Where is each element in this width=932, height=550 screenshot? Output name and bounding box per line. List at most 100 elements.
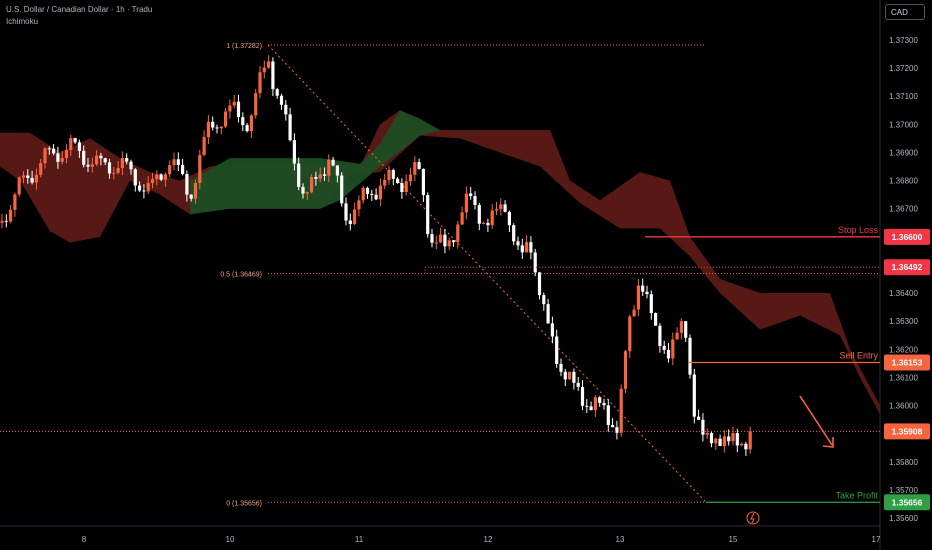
candle-body — [301, 186, 305, 194]
candle-body — [331, 159, 335, 166]
candle-body — [69, 138, 73, 150]
y-tick-label: 1.37300 — [889, 36, 918, 45]
fib-level-label: 0.5 (1.36469) — [220, 272, 262, 279]
candle-body — [697, 416, 701, 420]
candle-body — [318, 174, 322, 179]
candle-body — [52, 148, 56, 154]
lightning-icon-bolt — [750, 512, 755, 524]
candle-body — [365, 187, 370, 194]
candle-body — [589, 406, 593, 411]
y-tick-label: 1.36900 — [889, 148, 918, 157]
candle-body — [258, 72, 262, 94]
fib-trend-line — [267, 44, 707, 503]
candle-body — [469, 193, 473, 197]
candle-body — [684, 321, 688, 338]
x-tick-label: 10 — [226, 535, 235, 544]
candle-body — [47, 148, 51, 150]
y-tick-label: 1.37000 — [889, 120, 918, 129]
candle-body — [335, 165, 339, 176]
y-tick-label: 1.37100 — [889, 92, 918, 101]
candle-body — [430, 234, 434, 243]
candle-body — [602, 402, 606, 406]
price-badge — [884, 228, 930, 245]
candle-body — [636, 285, 640, 310]
candle-body — [39, 163, 43, 175]
candle-body — [426, 195, 430, 235]
candle-body — [396, 178, 400, 184]
lightning-icon[interactable] — [746, 511, 760, 525]
candle-body — [641, 285, 645, 292]
candle-body — [598, 397, 602, 403]
candle-body — [606, 405, 610, 426]
candle-body — [611, 425, 615, 428]
candle-body — [619, 388, 623, 433]
candle-body — [615, 427, 619, 433]
candle-body — [456, 224, 460, 243]
candle-body — [580, 386, 585, 406]
chart-title: U.S. Dollar / Canadian Dollar · 1h · Tra… — [6, 5, 153, 14]
candle-body — [391, 169, 395, 179]
candle-body — [284, 104, 288, 115]
candle-body — [9, 209, 13, 222]
candle-body — [645, 291, 649, 295]
candle-body — [305, 192, 309, 194]
candle-body — [267, 61, 271, 68]
candle-body — [387, 169, 391, 181]
candle-body — [421, 168, 425, 196]
currency-selector[interactable]: CAD — [885, 4, 925, 20]
candle-body — [236, 101, 241, 118]
candle-body — [77, 142, 81, 151]
y-tick-label: 1.36200 — [889, 345, 918, 354]
candle-body — [163, 174, 167, 180]
candle-body — [314, 176, 318, 179]
candle-body — [168, 165, 172, 175]
candle-body — [249, 115, 253, 132]
candle-body — [383, 180, 387, 186]
candle-body — [512, 225, 516, 242]
x-tick-label: 8 — [82, 535, 87, 544]
x-tick-label: 11 — [355, 535, 364, 544]
fib-level-label: 1 (1.37282) — [226, 43, 262, 50]
candle-body — [211, 121, 215, 128]
ichimoku-cloud-bearish — [0, 110, 880, 414]
y-tick-label: 1.36100 — [889, 373, 918, 382]
candle-body — [232, 101, 236, 106]
candle-body — [361, 187, 365, 201]
y-tick-label: 1.36700 — [889, 205, 918, 214]
candle-body — [275, 89, 279, 96]
candle-body — [129, 161, 133, 170]
candle-body — [340, 175, 344, 204]
y-tick-label: 1.35700 — [889, 486, 918, 495]
candle-body — [279, 95, 284, 105]
candle-body — [374, 194, 378, 200]
candle-body — [439, 234, 443, 243]
fib-level-label: 0 (1.35656) — [226, 500, 262, 507]
currency-label: CAD — [891, 7, 908, 17]
candle-body — [43, 148, 47, 164]
y-tick-label: 1.35800 — [889, 458, 918, 467]
candle-body — [125, 158, 129, 162]
candle-body — [21, 175, 26, 178]
candle-body — [525, 242, 529, 253]
candle-body — [671, 339, 675, 359]
candle-body — [241, 117, 245, 126]
candle-body — [348, 220, 352, 225]
candle-body — [722, 436, 726, 446]
candle-body — [705, 433, 709, 435]
candle-body — [400, 183, 404, 193]
y-tick-label: 1.36300 — [889, 317, 918, 326]
candle-body — [198, 155, 202, 183]
candle-body — [228, 105, 232, 112]
candle-body — [649, 294, 653, 314]
candle-body — [529, 242, 533, 253]
candle-body — [499, 204, 503, 209]
candle-body — [90, 164, 94, 167]
candle-body — [64, 149, 69, 158]
indicator-label[interactable]: Ichimoku — [6, 17, 39, 26]
x-tick-label: 17 — [872, 535, 881, 544]
candle-body — [714, 438, 718, 444]
y-tick-label: 1.36000 — [889, 402, 918, 411]
price-badge-label: 1.36153 — [892, 358, 923, 368]
level-label: Sell Entry — [839, 351, 878, 361]
